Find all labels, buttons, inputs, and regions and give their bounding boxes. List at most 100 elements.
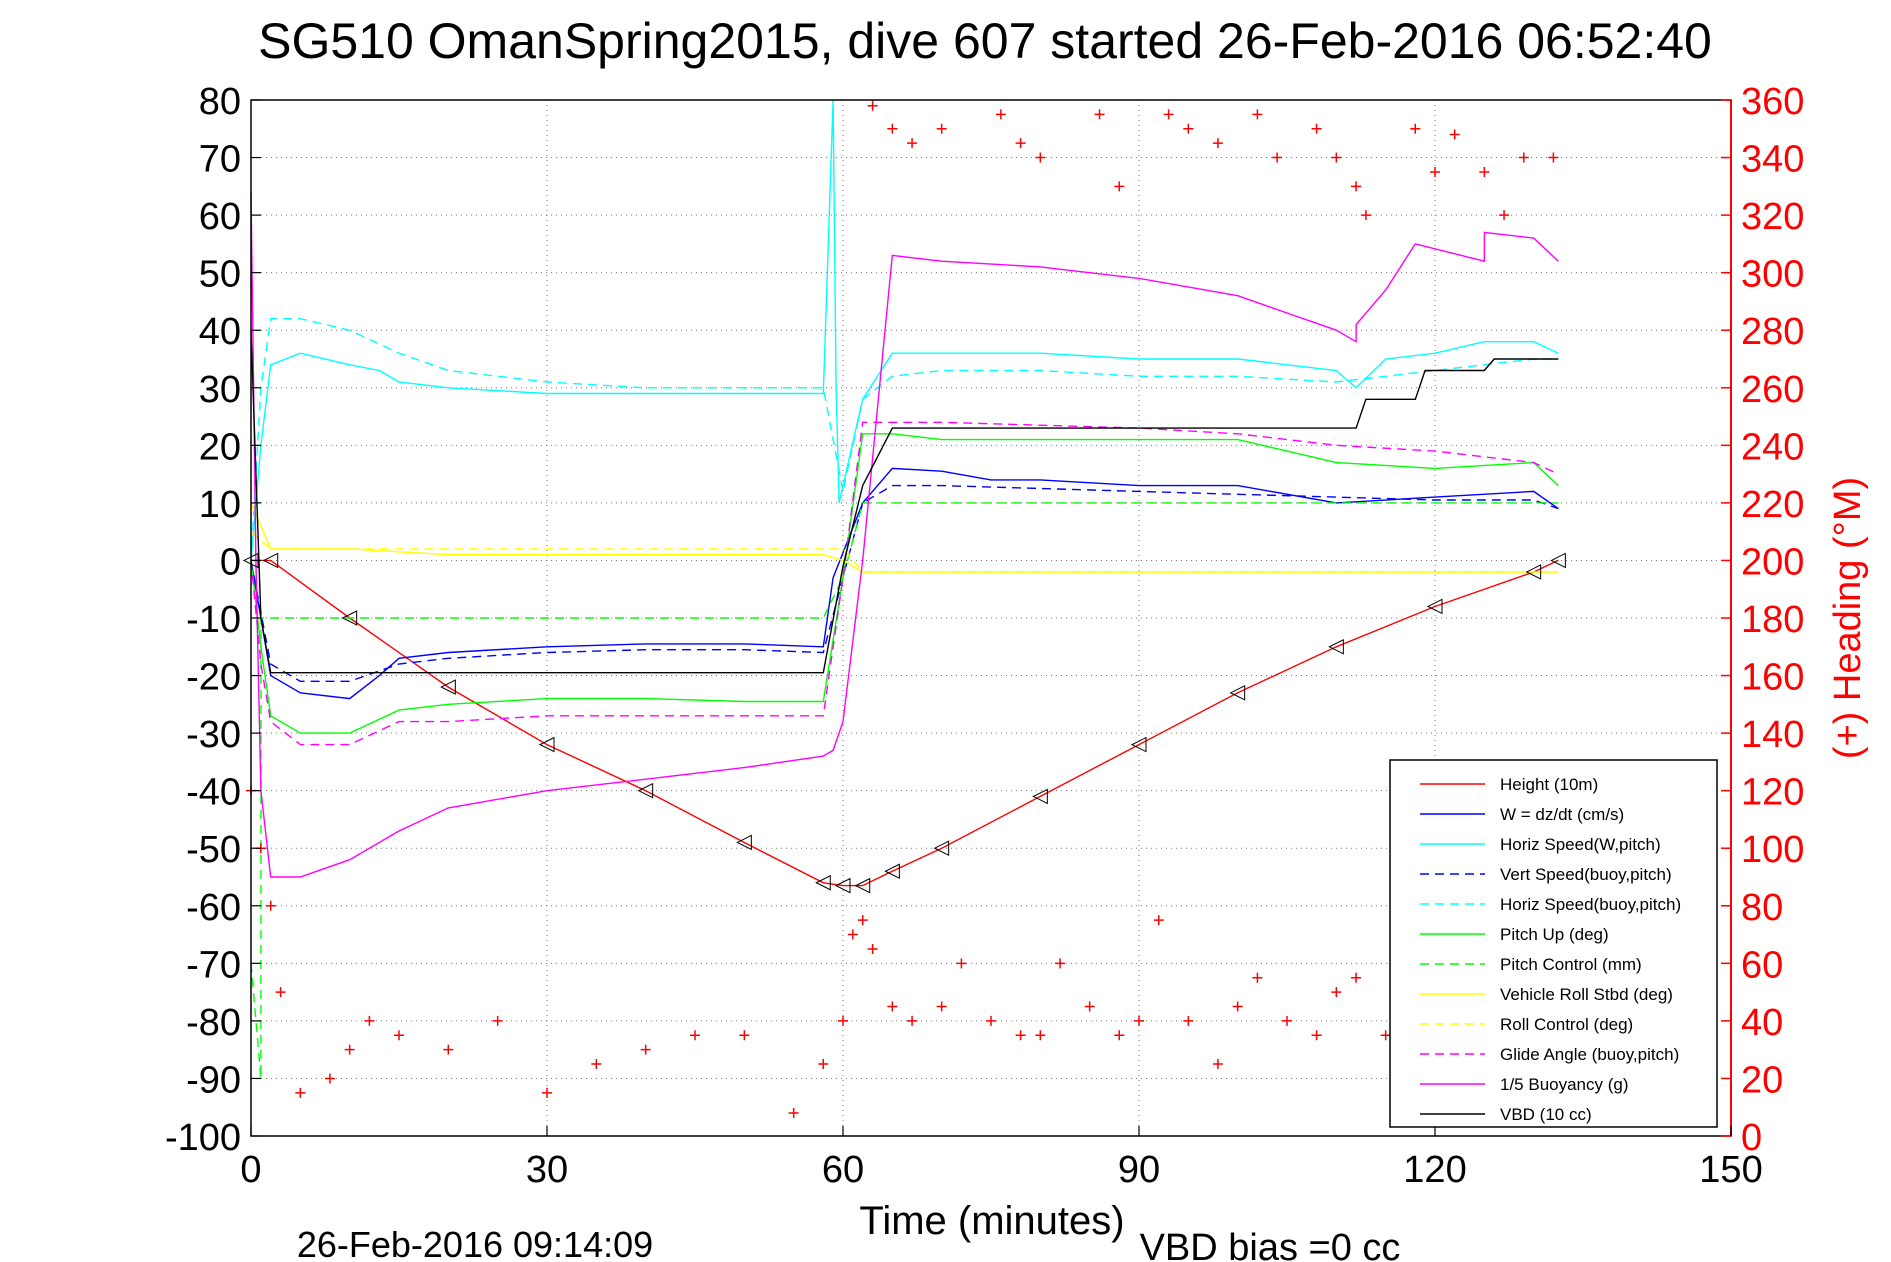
heading-point	[1015, 1030, 1026, 1041]
legend-label: Horiz Speed(buoy,pitch)	[1500, 895, 1681, 914]
left-y-tick-label: -50	[186, 829, 241, 871]
heading-point	[1380, 1030, 1391, 1041]
left-y-tick-label: 60	[199, 196, 241, 238]
heading-point	[1232, 1001, 1243, 1012]
heading-point	[275, 987, 286, 998]
heading-point	[364, 1015, 375, 1026]
height-marker	[834, 877, 851, 894]
heading-point	[1331, 152, 1342, 163]
heading-point	[995, 109, 1006, 120]
heading-point	[1015, 138, 1026, 149]
height-marker	[538, 736, 555, 753]
heading-point	[1548, 152, 1559, 163]
chart-title: SG510 OmanSpring2015, dive 607 started 2…	[258, 13, 1712, 69]
left-y-tick-label: 30	[199, 369, 241, 411]
height-marker	[637, 782, 654, 799]
left-y-tick-label: 40	[199, 311, 241, 353]
series-line-6	[250, 502, 1559, 1079]
heading-point	[344, 1044, 355, 1055]
height-marker	[1525, 564, 1542, 580]
heading-point	[887, 1001, 898, 1012]
legend-label: VBD (10 cc)	[1500, 1105, 1592, 1124]
right-y-tick-label: 240	[1741, 426, 1804, 468]
legend-label: Roll Control (deg)	[1500, 1015, 1633, 1034]
right-y-tick-label: 140	[1741, 714, 1804, 756]
heading-point	[907, 138, 918, 149]
left-y-tick-label: 70	[199, 139, 241, 181]
heading-point	[492, 1015, 503, 1026]
heading-point	[986, 1015, 996, 1026]
heading-point	[1183, 1015, 1194, 1026]
right-y-tick-label: 220	[1741, 484, 1804, 526]
heading-point	[394, 1030, 404, 1041]
heading-point	[1114, 1030, 1125, 1041]
heading-point	[1212, 138, 1223, 149]
heading-point	[867, 100, 878, 111]
height-marker	[1130, 736, 1147, 753]
series-layer	[242, 99, 1566, 1079]
height-marker	[1032, 788, 1048, 805]
heading-point	[887, 123, 898, 134]
heading-point	[1163, 109, 1174, 120]
right-y-tick-label: 260	[1741, 369, 1804, 411]
vbd-bias-note: VBD bias =0 cc	[1140, 1227, 1401, 1262]
height-marker	[815, 874, 831, 891]
heading-point	[1479, 166, 1490, 177]
right-y-tick-label: 20	[1741, 1059, 1783, 1101]
height-marker	[933, 840, 950, 857]
left-y-tick-label: -10	[186, 599, 241, 641]
heading-point	[739, 1030, 750, 1041]
height-marker	[1550, 552, 1566, 569]
heading-point	[1153, 915, 1164, 926]
right-y-tick-label: 280	[1741, 311, 1804, 353]
heading-point	[1430, 166, 1440, 177]
x-tick-label: 150	[1699, 1149, 1762, 1191]
legend-box	[1389, 759, 1718, 1128]
heading-point	[1094, 109, 1105, 120]
heading-point	[1035, 152, 1046, 163]
left-y-tick-label: -80	[186, 1002, 241, 1044]
right-y-axis-label: (+) Heading (°M)	[1827, 477, 1869, 759]
height-marker	[1426, 598, 1443, 615]
heading-point	[1499, 210, 1510, 221]
heading-point	[324, 1073, 335, 1084]
legend-label: Height (10m)	[1500, 775, 1598, 794]
height-marker	[440, 679, 456, 695]
heading-point	[1311, 123, 1322, 134]
heading-point	[1252, 972, 1263, 983]
legend-label: Pitch Control (mm)	[1500, 955, 1642, 974]
height-marker	[884, 863, 900, 880]
height-marker	[736, 834, 752, 851]
heading-point	[1055, 958, 1066, 969]
heading-point	[818, 1059, 829, 1070]
heading-markers	[246, 100, 1559, 1118]
heading-point	[690, 1030, 700, 1041]
heading-point	[1084, 1001, 1095, 1012]
heading-point	[1351, 181, 1362, 192]
left-y-tick-label: -20	[186, 657, 241, 699]
heading-point	[1183, 123, 1194, 134]
right-y-tick-label: 360	[1741, 81, 1804, 123]
left-y-tick-label: 80	[199, 81, 241, 123]
heading-point	[265, 900, 276, 911]
series-line-8	[250, 531, 1559, 573]
left-y-axis: 80 70 60 50 40 30 20 10 0 -10 -20 -30 -40 -50 -60 -70 -8…	[165, 81, 261, 1159]
right-y-tick-label: 60	[1741, 944, 1783, 986]
heading-point	[1331, 987, 1342, 998]
heading-point	[788, 1107, 799, 1118]
heading-point	[1449, 129, 1460, 140]
right-y-tick-label: 160	[1741, 657, 1804, 699]
heading-point	[1252, 109, 1263, 120]
legend-label: Pitch Up (deg)	[1500, 925, 1609, 944]
series-line-0	[251, 559, 1559, 887]
x-axis-label: Time (minutes)	[859, 1199, 1124, 1243]
height-markers	[242, 552, 1566, 894]
heading-point	[936, 1001, 947, 1012]
series-line-5	[250, 433, 1559, 734]
heading-point	[542, 1087, 552, 1098]
heading-point	[1035, 1030, 1046, 1041]
height-marker	[1328, 638, 1344, 655]
heading-point	[1360, 210, 1371, 221]
heading-point	[443, 1044, 454, 1055]
